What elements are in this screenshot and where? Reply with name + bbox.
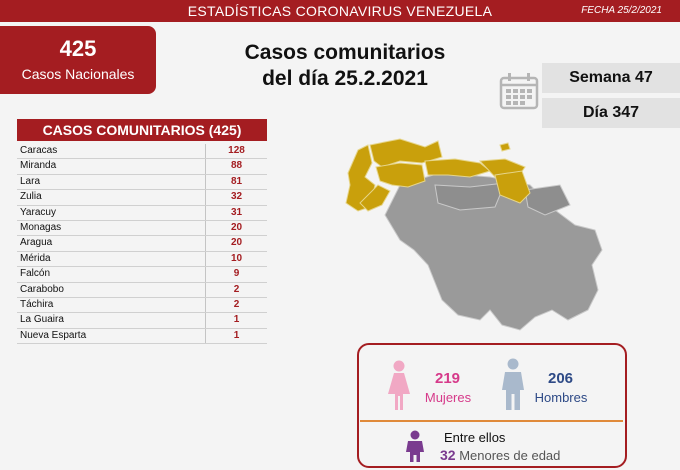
national-cases-count: 425 — [59, 36, 97, 61]
state-cases: 32 — [205, 190, 267, 205]
map-affected-lara-yaracuy — [375, 162, 426, 188]
state-name: La Guaira — [20, 314, 64, 326]
table-row: Zulia 32 — [17, 190, 267, 206]
woman-icon — [388, 360, 410, 410]
table-row: Falcón 9 — [17, 267, 267, 283]
week-label: Semana 47 — [542, 63, 680, 93]
minors-line: 32 Menores de edad — [440, 447, 560, 463]
map-unaffected-region — [524, 184, 571, 216]
state-name: Miranda — [20, 160, 57, 172]
state-name: Caracas — [20, 145, 58, 156]
women-label: Mujeres — [424, 390, 472, 405]
state-cases: 88 — [205, 159, 267, 174]
men-count: 206 — [547, 370, 574, 387]
state-cases: 20 — [205, 236, 267, 251]
report-date: FECHA 25/2/2021 — [581, 5, 662, 16]
day-label: Día 347 — [542, 98, 680, 128]
gender-divider — [360, 420, 623, 422]
state-name: Monagas — [20, 221, 62, 233]
child-icon — [406, 430, 424, 462]
map-affected-merida-tachira — [359, 184, 391, 212]
table-row: Miranda 88 — [17, 159, 267, 175]
among-them-label: Entre ellos — [444, 430, 506, 445]
map-affected-falcon — [369, 138, 443, 168]
state-name: Falcón — [20, 268, 51, 280]
page-title: ESTADÍSTICAS CORONAVIRUS VENEZUELA — [187, 3, 493, 19]
state-name: Yaracuy — [20, 206, 56, 218]
state-cases: 20 — [205, 220, 267, 236]
map-affected-zulia — [345, 144, 376, 212]
minors-label: Menores de edad — [459, 448, 561, 463]
state-name: Carabobo — [20, 283, 64, 295]
state-name: Aragua — [20, 237, 53, 249]
cases-table: Caracas 128 Miranda 88 Lara 81 Zulia 32 Yaracuy 3… — [17, 144, 267, 345]
table-row: Nueva Esparta 1 — [17, 328, 267, 345]
national-cases-label: Casos Nacionales — [21, 66, 135, 82]
state-cases: 9 — [205, 267, 267, 282]
table-row: Yaracuy 31 — [17, 205, 267, 221]
calendar-icon — [499, 73, 539, 110]
man-icon — [502, 358, 524, 410]
state-name: Zulia — [20, 191, 42, 203]
top-bar: ESTADÍSTICAS CORONAVIRUS VENEZUELA FECHA… — [0, 0, 680, 22]
state-cases: 10 — [205, 251, 267, 267]
table-row: Táchira 2 — [17, 297, 267, 314]
state-cases: 2 — [205, 282, 267, 297]
map-affected-nueva-esparta — [499, 142, 511, 152]
women-count: 219 — [434, 370, 461, 387]
table-row: La Guaira 1 — [17, 313, 267, 329]
map-affected-center — [424, 158, 492, 178]
national-cases-box: 425 Casos Nacionales — [0, 26, 156, 94]
state-name: Nueva Esparta — [20, 329, 87, 341]
table-row: Carabobo 2 — [17, 282, 267, 298]
state-name: Lara — [20, 175, 41, 187]
state-cases: 31 — [205, 205, 267, 220]
state-cases: 2 — [205, 297, 267, 313]
map-unaffected-region — [434, 182, 506, 211]
men-label: Hombres — [534, 390, 588, 405]
state-cases: 1 — [205, 328, 267, 344]
cases-table-title: CASOS COMUNITARIOS (425) — [17, 119, 267, 141]
state-cases: 128 — [205, 144, 267, 159]
table-row: Lara 81 — [17, 174, 267, 191]
table-row: Caracas 128 — [17, 144, 267, 160]
venezuela-map — [345, 138, 603, 331]
minors-count: 32 — [440, 447, 456, 463]
state-cases: 1 — [205, 313, 267, 328]
state-name: Mérida — [20, 252, 51, 264]
headline: Casos comunitarios del día 25.2.2021 — [215, 40, 475, 92]
headline-line-1: Casos comunitarios — [244, 41, 446, 64]
map-affected-monagas — [494, 170, 531, 204]
table-row: Mérida 10 — [17, 251, 267, 268]
state-cases: 81 — [205, 174, 267, 190]
state-name: Táchira — [20, 298, 54, 310]
table-row: Monagas 20 — [17, 220, 267, 237]
table-row: Aragua 20 — [17, 236, 267, 252]
headline-line-2: del día 25.2.2021 — [262, 67, 428, 90]
